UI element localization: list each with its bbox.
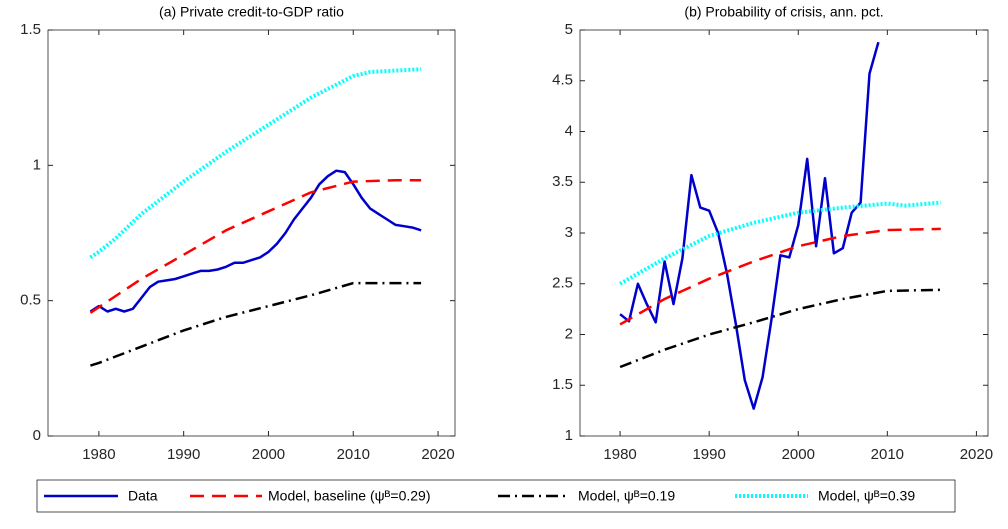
x-tick-label: 1990 xyxy=(167,446,200,463)
legend-label: Model, ψᴮ=0.19 xyxy=(578,488,675,504)
y-tick-label: 3.5 xyxy=(552,173,573,190)
y-tick-label: 4 xyxy=(565,122,573,139)
x-tick-label: 1990 xyxy=(692,446,725,463)
y-tick-label: 1 xyxy=(33,156,41,173)
y-tick-label: 5 xyxy=(565,21,573,38)
legend-label: Data xyxy=(128,488,158,504)
y-tick-label: 0 xyxy=(33,427,41,444)
data-line xyxy=(619,200,941,286)
data-line xyxy=(90,281,422,367)
data-line xyxy=(619,41,880,410)
x-tick-label: 2020 xyxy=(421,446,454,463)
chart-title: (a) Private credit-to-GDP ratio xyxy=(159,4,344,20)
x-tick-label: 2000 xyxy=(782,446,815,463)
data-line xyxy=(89,67,422,260)
y-tick-label: 1.5 xyxy=(20,21,41,38)
y-tick-label: 3 xyxy=(565,224,573,241)
legend-label: Model, baseline (ψᴮ=0.29) xyxy=(268,488,430,504)
y-tick-label: 1.5 xyxy=(552,376,573,393)
x-tick-label: 1980 xyxy=(603,446,636,463)
axes-box xyxy=(47,29,456,437)
data-line xyxy=(89,169,422,313)
legend-label: Model, ψᴮ=0.39 xyxy=(818,488,915,504)
x-tick-label: 2000 xyxy=(252,446,285,463)
data-line xyxy=(619,288,941,369)
x-tick-label: 2010 xyxy=(337,446,370,463)
x-tick-label: 2010 xyxy=(871,446,904,463)
x-tick-label: 1980 xyxy=(82,446,115,463)
y-tick-label: 2 xyxy=(565,325,573,342)
y-tick-label: 1 xyxy=(565,427,573,444)
y-tick-label: 4.5 xyxy=(552,72,573,89)
axes-box xyxy=(579,29,989,437)
y-tick-label: 2.5 xyxy=(552,275,573,292)
x-tick-label: 2020 xyxy=(960,446,993,463)
data-line xyxy=(89,178,422,314)
y-tick-label: 0.5 xyxy=(20,292,41,309)
chart-title: (b) Probability of crisis, ann. pct. xyxy=(684,4,883,20)
